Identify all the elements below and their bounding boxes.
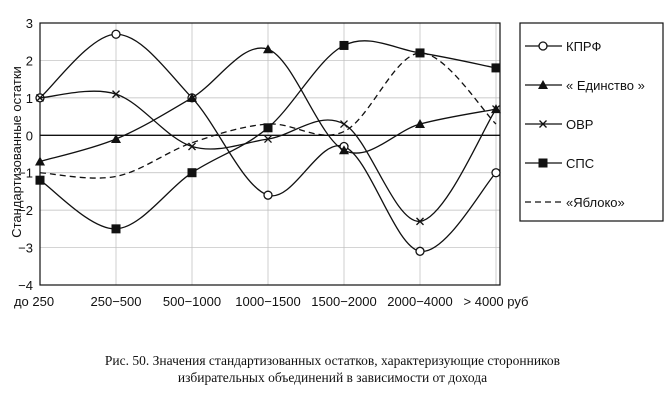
x-tick-label: 1000−1500 (235, 294, 300, 309)
cross-stroke (492, 105, 500, 114)
legend-marker (539, 120, 547, 128)
figure-caption: Рис. 50. Значения стандартизованных оста… (0, 352, 665, 386)
legend-label: СПС (566, 156, 594, 171)
legend-item-4: СПС (525, 156, 594, 171)
data-point (339, 40, 349, 50)
data-point (111, 224, 121, 234)
legend-label: ОВР (566, 117, 593, 132)
caption-line-2: избирательных объединений в зависимости … (177, 370, 488, 385)
residuals-chart: −4 −3 −2 −1 0 1 2 3 до 250 250−500 500−1000 1000−15… (9, 16, 664, 309)
legend-label: «Яблоко» (566, 195, 625, 210)
data-point (112, 90, 120, 99)
data-point (35, 175, 45, 185)
series-line (39, 90, 497, 223)
x-tick-label: 500−1000 (163, 294, 221, 309)
cross-stroke (264, 135, 272, 143)
legend-item-3: ОВР (525, 117, 593, 132)
legend-label: КПРФ (566, 39, 601, 54)
cross-stroke (340, 120, 348, 129)
data-point (36, 93, 44, 102)
y-tick-label: 2 (26, 53, 33, 68)
data-point (187, 92, 197, 102)
x-tick-label: 1500−2000 (311, 294, 376, 309)
data-point (415, 48, 425, 58)
legend-marker (538, 80, 548, 89)
data-point (111, 134, 121, 144)
data-point (339, 145, 349, 155)
tick-labels: −4 −3 −2 −1 0 1 2 3 до 250 250−500 500−1000 1000−15… (14, 16, 529, 309)
cross-stroke (112, 90, 120, 99)
data-point (340, 120, 348, 129)
data-point (263, 44, 273, 54)
x-tick-label: > 4000 руб (464, 294, 529, 309)
data-point (188, 142, 196, 151)
y-tick-label: −1 (18, 166, 33, 181)
plot-frame (39, 22, 501, 286)
cross-stroke (36, 93, 44, 102)
cross-stroke (539, 120, 547, 128)
y-axis-label: Стандартизованные остатки (9, 66, 24, 238)
y-tick-label: −4 (18, 278, 33, 293)
legend-item-1: КПРФ (525, 39, 601, 54)
legend-marker (538, 41, 548, 51)
x-tick-label: до 250 (14, 294, 54, 309)
legend-box (519, 22, 664, 222)
y-tick-label: 3 (26, 16, 33, 31)
data-point (415, 246, 425, 256)
legend-marker (538, 158, 548, 168)
data-point (187, 168, 197, 178)
series-3 (36, 90, 500, 226)
y-tick-label: 1 (26, 91, 33, 106)
axes (39, 22, 501, 286)
legend: КПРФ « Единство » ОВР СПС «Яблоко» (519, 22, 664, 222)
y-tick-label: 0 (26, 128, 33, 143)
data-point (491, 168, 501, 178)
series-2 (35, 44, 501, 166)
data-point (415, 119, 425, 129)
cross-stroke (416, 217, 424, 226)
data-point (492, 105, 500, 114)
series-4 (35, 40, 501, 234)
grid (40, 22, 500, 286)
data-point (263, 123, 273, 133)
caption-line-1: Рис. 50. Значения стандартизованных оста… (104, 353, 561, 368)
data-point (35, 156, 45, 166)
data-point (491, 63, 501, 73)
legend-item-2: « Единство » (525, 78, 645, 93)
data-point (111, 29, 121, 39)
y-tick-label: −3 (18, 241, 33, 256)
cross-stroke (188, 142, 196, 151)
series (35, 29, 501, 256)
legend-item-5: «Яблоко» (525, 195, 625, 210)
data-point (416, 217, 424, 226)
data-point (264, 135, 272, 143)
y-tick-label: −2 (18, 203, 33, 218)
data-point (263, 190, 273, 200)
x-tick-label: 2000−4000 (387, 294, 452, 309)
legend-label: « Единство » (566, 78, 645, 93)
x-tick-label: 250−500 (91, 294, 142, 309)
